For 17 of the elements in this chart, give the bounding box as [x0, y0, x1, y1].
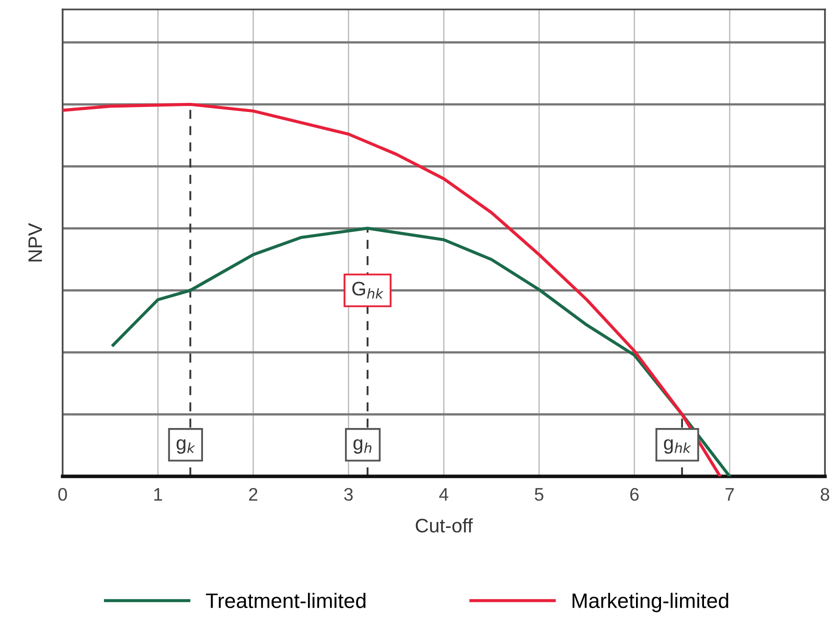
x-tick-label: 7	[726, 488, 734, 501]
x-tick-label: 0	[58, 488, 67, 501]
legend-label: Treatment-limited	[206, 592, 366, 608]
x-tick-label: 2	[249, 488, 258, 501]
x-tick-label: 5	[534, 488, 544, 501]
x-tick-label: 1	[154, 488, 162, 501]
annotation: g$_{k}$	[176, 439, 196, 454]
x-tick-label: 6	[630, 488, 639, 501]
x-tick-label: 3	[344, 488, 353, 501]
x-axis-title: Cut-off	[416, 518, 473, 533]
x-tick-label: 8	[820, 488, 830, 501]
annotation: G$_{hk}$	[352, 282, 384, 299]
annotation: g$_{hk}$	[664, 439, 692, 454]
x-tick-label: 4	[439, 488, 448, 501]
y-axis-title: NPV	[28, 223, 42, 262]
legend-label: Marketing-limited	[572, 592, 728, 612]
annotation: g$_{h}$	[354, 439, 372, 454]
